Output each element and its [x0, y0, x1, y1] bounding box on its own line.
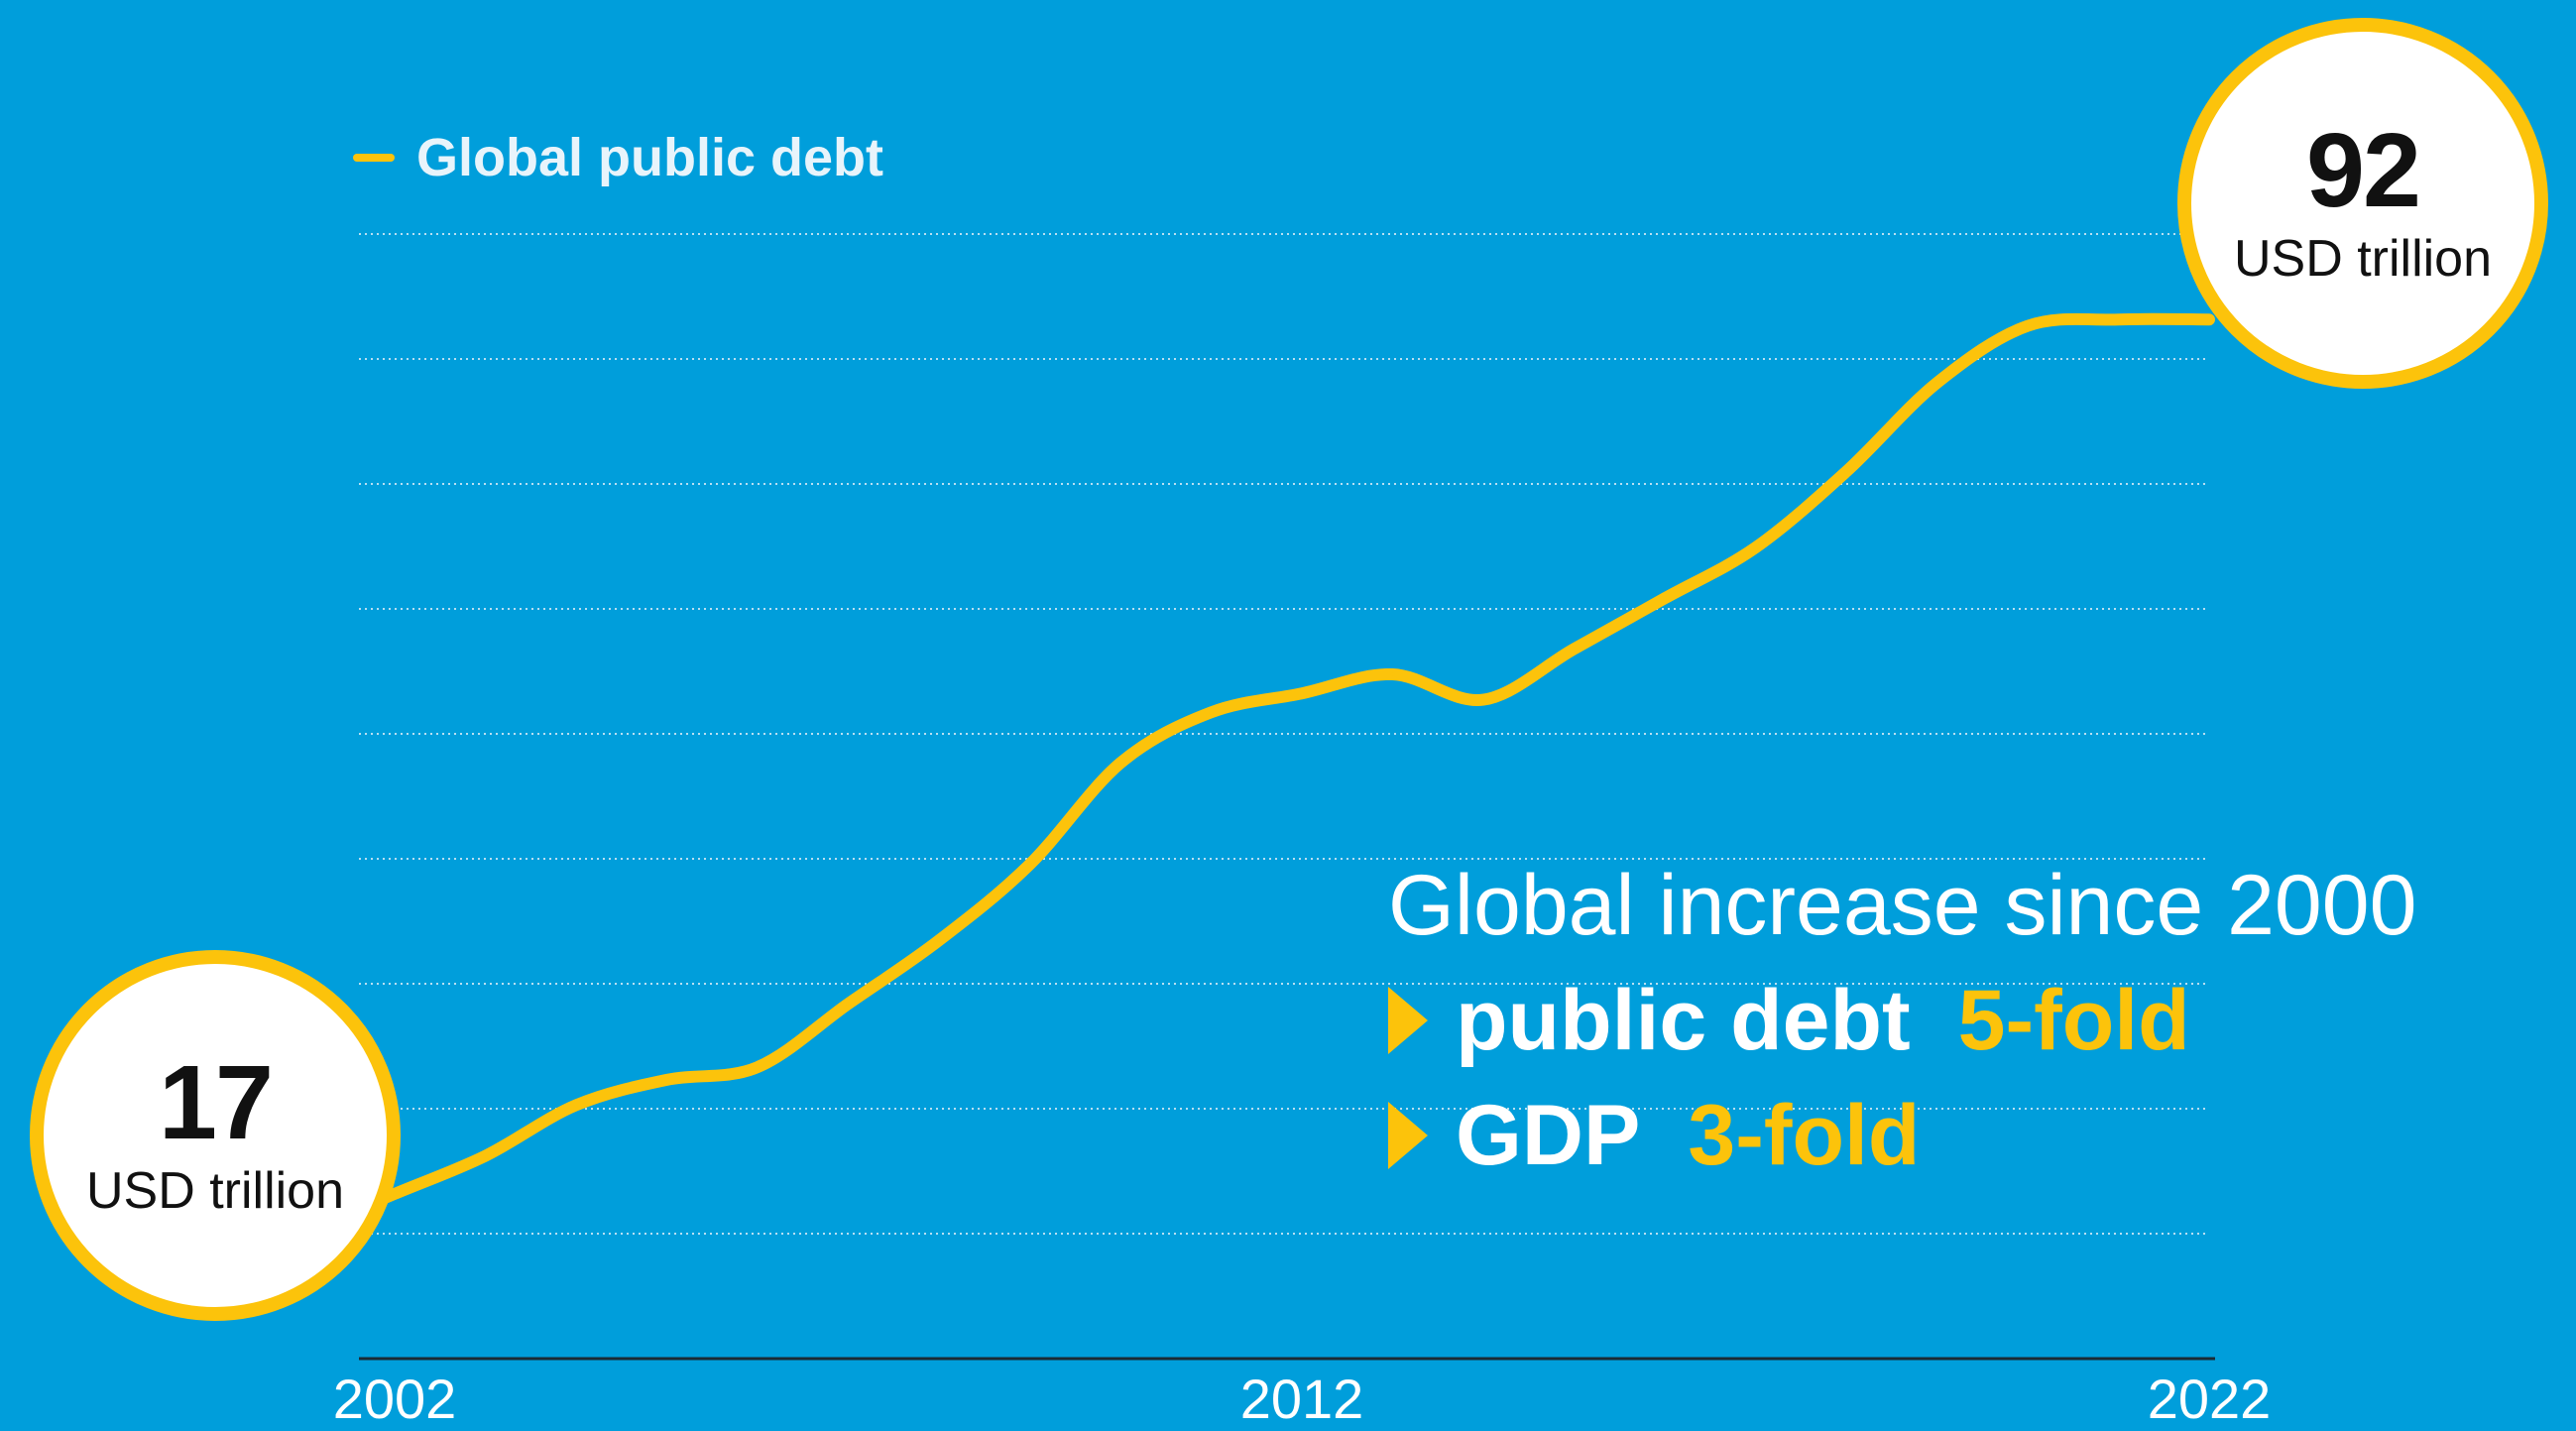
- data-point: [1481, 697, 1485, 702]
- callout-row-public-debt: public debt 5-fold: [1388, 978, 2416, 1063]
- data-point: [937, 938, 941, 943]
- data-point: [756, 1065, 760, 1070]
- data-point: [1300, 691, 1304, 696]
- data-point: [574, 1103, 578, 1108]
- callout-row-label: GDP: [1456, 1088, 1641, 1183]
- end-value: 92: [2306, 112, 2421, 229]
- triangle-bullet-icon: [1388, 987, 1428, 1054]
- data-point: [393, 1191, 397, 1196]
- callout-row-label: public debt: [1456, 973, 1911, 1068]
- x-tick-label: 2002: [332, 1368, 457, 1430]
- legend-swatch: [353, 154, 395, 162]
- legend-label: Global public debt: [416, 128, 883, 187]
- data-point: [1390, 672, 1395, 676]
- callout-row-gdp: GDP 3-fold: [1388, 1093, 2416, 1178]
- data-point: [1934, 381, 1939, 386]
- data-point: [1753, 545, 1758, 550]
- data-point: [846, 1002, 851, 1007]
- data-point: [2116, 317, 2121, 322]
- data-point: [1027, 862, 1032, 867]
- end-unit: USD trillion: [2233, 230, 2493, 288]
- data-point: [1663, 596, 1667, 601]
- data-point: [1844, 469, 1848, 474]
- data-point: [483, 1153, 488, 1158]
- start-value-bubble: 17 USD trillion: [30, 950, 401, 1321]
- callout-row-value: 3-fold: [1688, 1088, 1921, 1183]
- legend: Global public debt: [353, 127, 883, 188]
- data-point: [1209, 710, 1214, 715]
- x-tick-label: 2022: [2147, 1368, 2272, 1430]
- data-point: [1118, 761, 1122, 766]
- gridlines: [359, 233, 2209, 1235]
- callout-row-value: 5-fold: [1957, 973, 2190, 1068]
- triangle-bullet-icon: [1388, 1102, 1428, 1169]
- data-point: [664, 1077, 669, 1082]
- start-value: 17: [159, 1044, 274, 1161]
- end-value-bubble: 92 USD trillion: [2177, 18, 2548, 389]
- data-point: [2026, 323, 2030, 328]
- callout-title: Global increase since 2000: [1388, 858, 2417, 953]
- x-tick-label: 2012: [1239, 1368, 1364, 1430]
- callout: Global increase since 2000 public debt 5…: [1388, 863, 2416, 1178]
- data-point: [1572, 647, 1577, 652]
- data-point: [2207, 317, 2211, 322]
- start-unit: USD trillion: [85, 1162, 345, 1220]
